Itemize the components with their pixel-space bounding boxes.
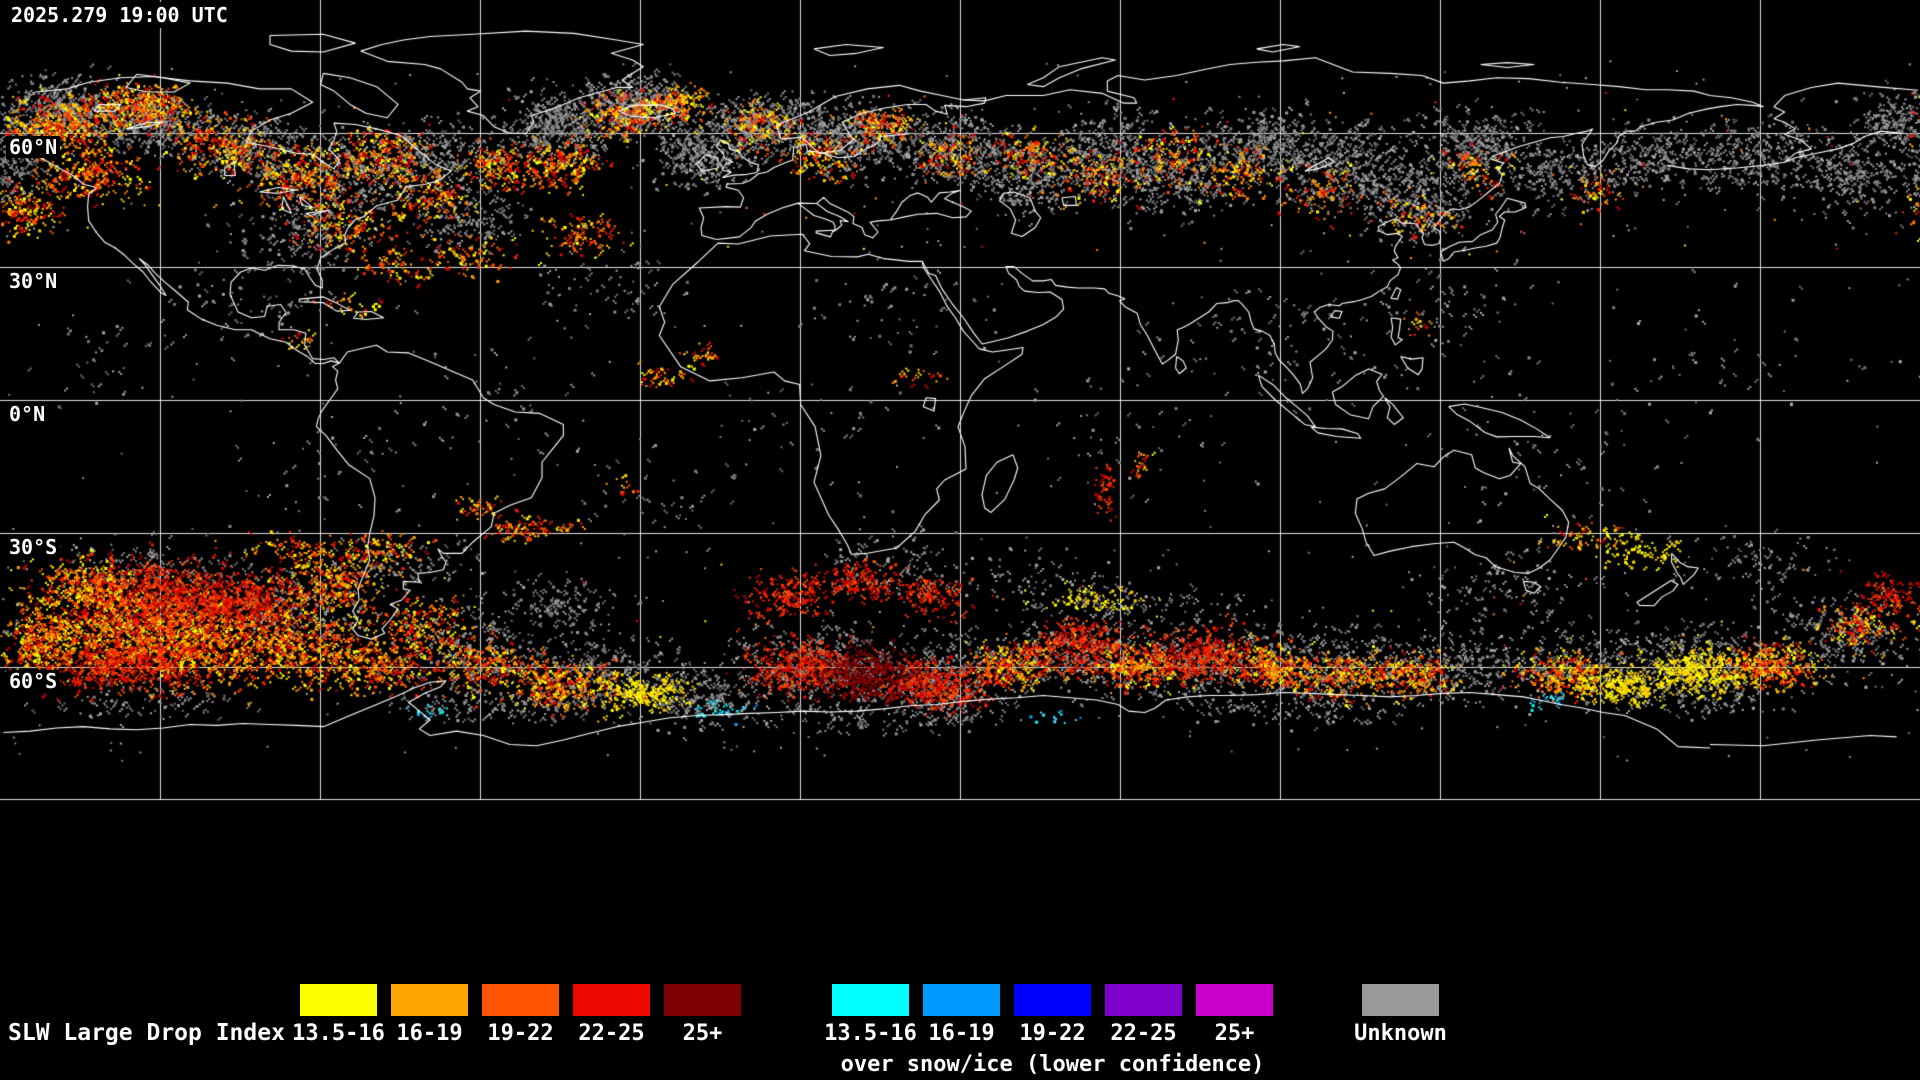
legend-unknown-swatch	[1362, 984, 1439, 1016]
legend-title: SLW Large Drop Index	[8, 1020, 285, 1046]
legend-standard-bin: 16-19	[391, 984, 468, 1046]
legend-standard-bin: 22-25	[573, 984, 650, 1046]
legend-standard-bin: 13.5-16	[292, 984, 385, 1046]
legend-snow-ice-label: 16-19	[928, 1021, 995, 1046]
legend-snow-ice-label: 25+	[1214, 1021, 1255, 1046]
legend-snow-ice-swatch	[923, 984, 1000, 1016]
legend-snow-ice-bin: 13.5-16	[824, 984, 917, 1046]
legend-standard-swatch	[391, 984, 468, 1016]
legend-standard-label: 25+	[682, 1021, 723, 1046]
legend-unknown-bin: Unknown	[1354, 984, 1447, 1046]
latitude-label: 60°N	[6, 136, 61, 159]
legend-snow-ice-swatch	[1105, 984, 1182, 1016]
legend-snow-ice-label: 22-25	[1110, 1021, 1177, 1046]
timestamp: 2025.279 19:00 UTC	[6, 2, 233, 28]
legend-caption-snow-ice: over snow/ice (lower confidence)	[840, 1052, 1265, 1077]
legend: SLW Large Drop Index 13.5-16 16-19 19-22 22…	[0, 984, 1920, 1080]
legend-snow-ice-bin: 22-25	[1105, 984, 1182, 1046]
legend-snow-ice-swatch	[832, 984, 909, 1016]
latitude-label: 30°S	[6, 536, 61, 559]
legend-snow-ice-bin: 19-22	[1014, 984, 1091, 1046]
legend-standard-swatch	[573, 984, 650, 1016]
legend-snow-ice-label: 13.5-16	[824, 1021, 917, 1046]
legend-snow-ice-bin: 16-19	[923, 984, 1000, 1046]
latitude-label: 0°N	[6, 403, 49, 425]
legend-standard-label: 19-22	[487, 1021, 554, 1046]
latitude-label: 30°N	[6, 269, 61, 292]
legend-group-snow-ice: 13.5-16 16-19 19-22 22-25 25+	[824, 984, 1273, 1046]
legend-standard-label: 16-19	[396, 1021, 463, 1046]
legend-unknown-label: Unknown	[1354, 1021, 1447, 1046]
legend-standard-label: 22-25	[578, 1021, 645, 1046]
legend-standard-swatch	[664, 984, 741, 1016]
legend-snow-ice-swatch	[1014, 984, 1091, 1016]
legend-standard-bin: 25+	[664, 984, 741, 1046]
legend-standard-label: 13.5-16	[292, 1021, 385, 1046]
legend-standard-bin: 19-22	[482, 984, 559, 1046]
latitude-label: 60°S	[6, 669, 61, 692]
legend-snow-ice-bin: 25+	[1196, 984, 1273, 1046]
legend-group-standard: 13.5-16 16-19 19-22 22-25 25+	[292, 984, 741, 1046]
legend-snow-ice-swatch	[1196, 984, 1273, 1016]
legend-standard-swatch	[482, 984, 559, 1016]
legend-standard-swatch	[300, 984, 377, 1016]
legend-snow-ice-label: 19-22	[1019, 1021, 1086, 1046]
